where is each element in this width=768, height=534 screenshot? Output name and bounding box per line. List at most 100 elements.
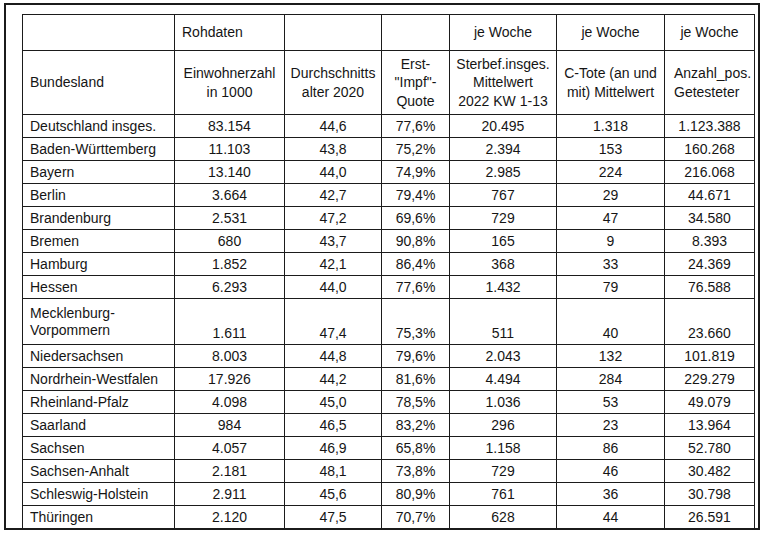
value-cell: 224: [557, 161, 665, 184]
value-cell: 761: [450, 483, 557, 506]
bundesland-statistics-table: Rohdaten je Woche je Woche je Woche Bund…: [22, 14, 755, 529]
group-header-je-woche: je Woche: [450, 15, 557, 51]
group-header-je-woche: je Woche: [557, 15, 665, 51]
value-cell: 13.964: [665, 414, 755, 437]
value-cell: 229.279: [665, 368, 755, 391]
value-cell: 767: [450, 184, 557, 207]
value-cell: 153: [557, 138, 665, 161]
value-cell: 47,4: [285, 299, 382, 345]
value-cell: 36: [557, 483, 665, 506]
bundesland-cell: Bremen: [23, 230, 175, 253]
value-cell: 86,4%: [382, 253, 450, 276]
value-cell: 73,8%: [382, 460, 450, 483]
value-cell: 2.985: [450, 161, 557, 184]
value-cell: 1.852: [175, 253, 285, 276]
table-row: Hessen 6.293 44,0 77,6% 1.432 79 76.588: [23, 276, 755, 299]
value-cell: 6.293: [175, 276, 285, 299]
value-cell: 1.036: [450, 391, 557, 414]
value-cell: 284: [557, 368, 665, 391]
value-cell: 2.181: [175, 460, 285, 483]
bundesland-cell: Rheinland-Pfalz: [23, 391, 175, 414]
value-cell: 70,7%: [382, 506, 450, 529]
value-cell: 17.926: [175, 368, 285, 391]
value-cell: 1.123.388: [665, 115, 755, 138]
value-cell: 30.798: [665, 483, 755, 506]
value-cell: 90,8%: [382, 230, 450, 253]
group-header-empty-cell: [382, 15, 450, 51]
value-cell: 4.098: [175, 391, 285, 414]
value-cell: 69,6%: [382, 207, 450, 230]
value-cell: 79: [557, 276, 665, 299]
column-header-durchschnittsalter: Durchschnitts alter 2020: [285, 51, 382, 115]
value-cell: 47,5: [285, 506, 382, 529]
value-cell: 78,5%: [382, 391, 450, 414]
value-cell: 42,7: [285, 184, 382, 207]
value-cell: 2.911: [175, 483, 285, 506]
value-cell: 2.043: [450, 345, 557, 368]
value-cell: 65,8%: [382, 437, 450, 460]
value-cell: 43,7: [285, 230, 382, 253]
value-cell: 44.671: [665, 184, 755, 207]
table-row: Bremen 680 43,7 90,8% 165 9 8.393: [23, 230, 755, 253]
bundesland-cell: Saarland: [23, 414, 175, 437]
value-cell: 42,1: [285, 253, 382, 276]
value-cell: 368: [450, 253, 557, 276]
value-cell: 46,5: [285, 414, 382, 437]
table-row: Saarland 984 46,5 83,2% 296 23 13.964: [23, 414, 755, 437]
bundesland-cell: Hamburg: [23, 253, 175, 276]
bundesland-cell: Niedersachsen: [23, 345, 175, 368]
value-cell: 1.318: [557, 115, 665, 138]
value-cell: 83,2%: [382, 414, 450, 437]
column-header-einwohnerzahl: Einwohnerzahl in 1000: [175, 51, 285, 115]
value-cell: 44,2: [285, 368, 382, 391]
value-cell: 40: [557, 299, 665, 345]
value-cell: 132: [557, 345, 665, 368]
value-cell: 160.268: [665, 138, 755, 161]
value-cell: 628: [450, 506, 557, 529]
bundesland-cell: Deutschland insges.: [23, 115, 175, 138]
value-cell: 984: [175, 414, 285, 437]
bundesland-cell: Sachsen: [23, 437, 175, 460]
table-row: Baden-Württemberg 11.103 43,8 75,2% 2.39…: [23, 138, 755, 161]
table-body: Rohdaten je Woche je Woche je Woche Bund…: [23, 15, 755, 529]
value-cell: 75,3%: [382, 299, 450, 345]
group-header-empty-cell: [23, 15, 175, 51]
column-header-impfquote: Erst- "Impf"- Quote: [382, 51, 450, 115]
bundesland-cell: Sachsen-Anhalt: [23, 460, 175, 483]
value-cell: 216.068: [665, 161, 755, 184]
value-cell: 46: [557, 460, 665, 483]
column-header-sterbefaelle: Sterbef.insges. Mittelwert 2022 KW 1-13: [450, 51, 557, 115]
value-cell: 52.780: [665, 437, 755, 460]
group-header-empty-cell: [285, 15, 382, 51]
page-frame: Rohdaten je Woche je Woche je Woche Bund…: [4, 3, 760, 530]
value-cell: 45,0: [285, 391, 382, 414]
value-cell: 79,4%: [382, 184, 450, 207]
value-cell: 44,6: [285, 115, 382, 138]
value-cell: 101.819: [665, 345, 755, 368]
value-cell: 1.158: [450, 437, 557, 460]
value-cell: 45,6: [285, 483, 382, 506]
value-cell: 46,9: [285, 437, 382, 460]
value-cell: 1.432: [450, 276, 557, 299]
table-row: Rheinland-Pfalz 4.098 45,0 78,5% 1.036 5…: [23, 391, 755, 414]
value-cell: 53: [557, 391, 665, 414]
value-cell: 511: [450, 299, 557, 345]
bundesland-cell: Schleswig-Holstein: [23, 483, 175, 506]
table-row: Berlin 3.664 42,7 79,4% 767 29 44.671: [23, 184, 755, 207]
value-cell: 86: [557, 437, 665, 460]
value-cell: 23.660: [665, 299, 755, 345]
value-cell: 34.580: [665, 207, 755, 230]
table-row: Bayern 13.140 44,0 74,9% 2.985 224 216.0…: [23, 161, 755, 184]
value-cell: 8.003: [175, 345, 285, 368]
value-cell: 77,6%: [382, 115, 450, 138]
value-cell: 47,2: [285, 207, 382, 230]
bundesland-cell: Brandenburg: [23, 207, 175, 230]
value-cell: 49.079: [665, 391, 755, 414]
value-cell: 9: [557, 230, 665, 253]
value-cell: 75,2%: [382, 138, 450, 161]
value-cell: 680: [175, 230, 285, 253]
bundesland-cell: Thüringen: [23, 506, 175, 529]
value-cell: 20.495: [450, 115, 557, 138]
bundesland-cell: Nordrhein-Westfalen: [23, 368, 175, 391]
table-row: Hamburg 1.852 42,1 86,4% 368 33 24.369: [23, 253, 755, 276]
